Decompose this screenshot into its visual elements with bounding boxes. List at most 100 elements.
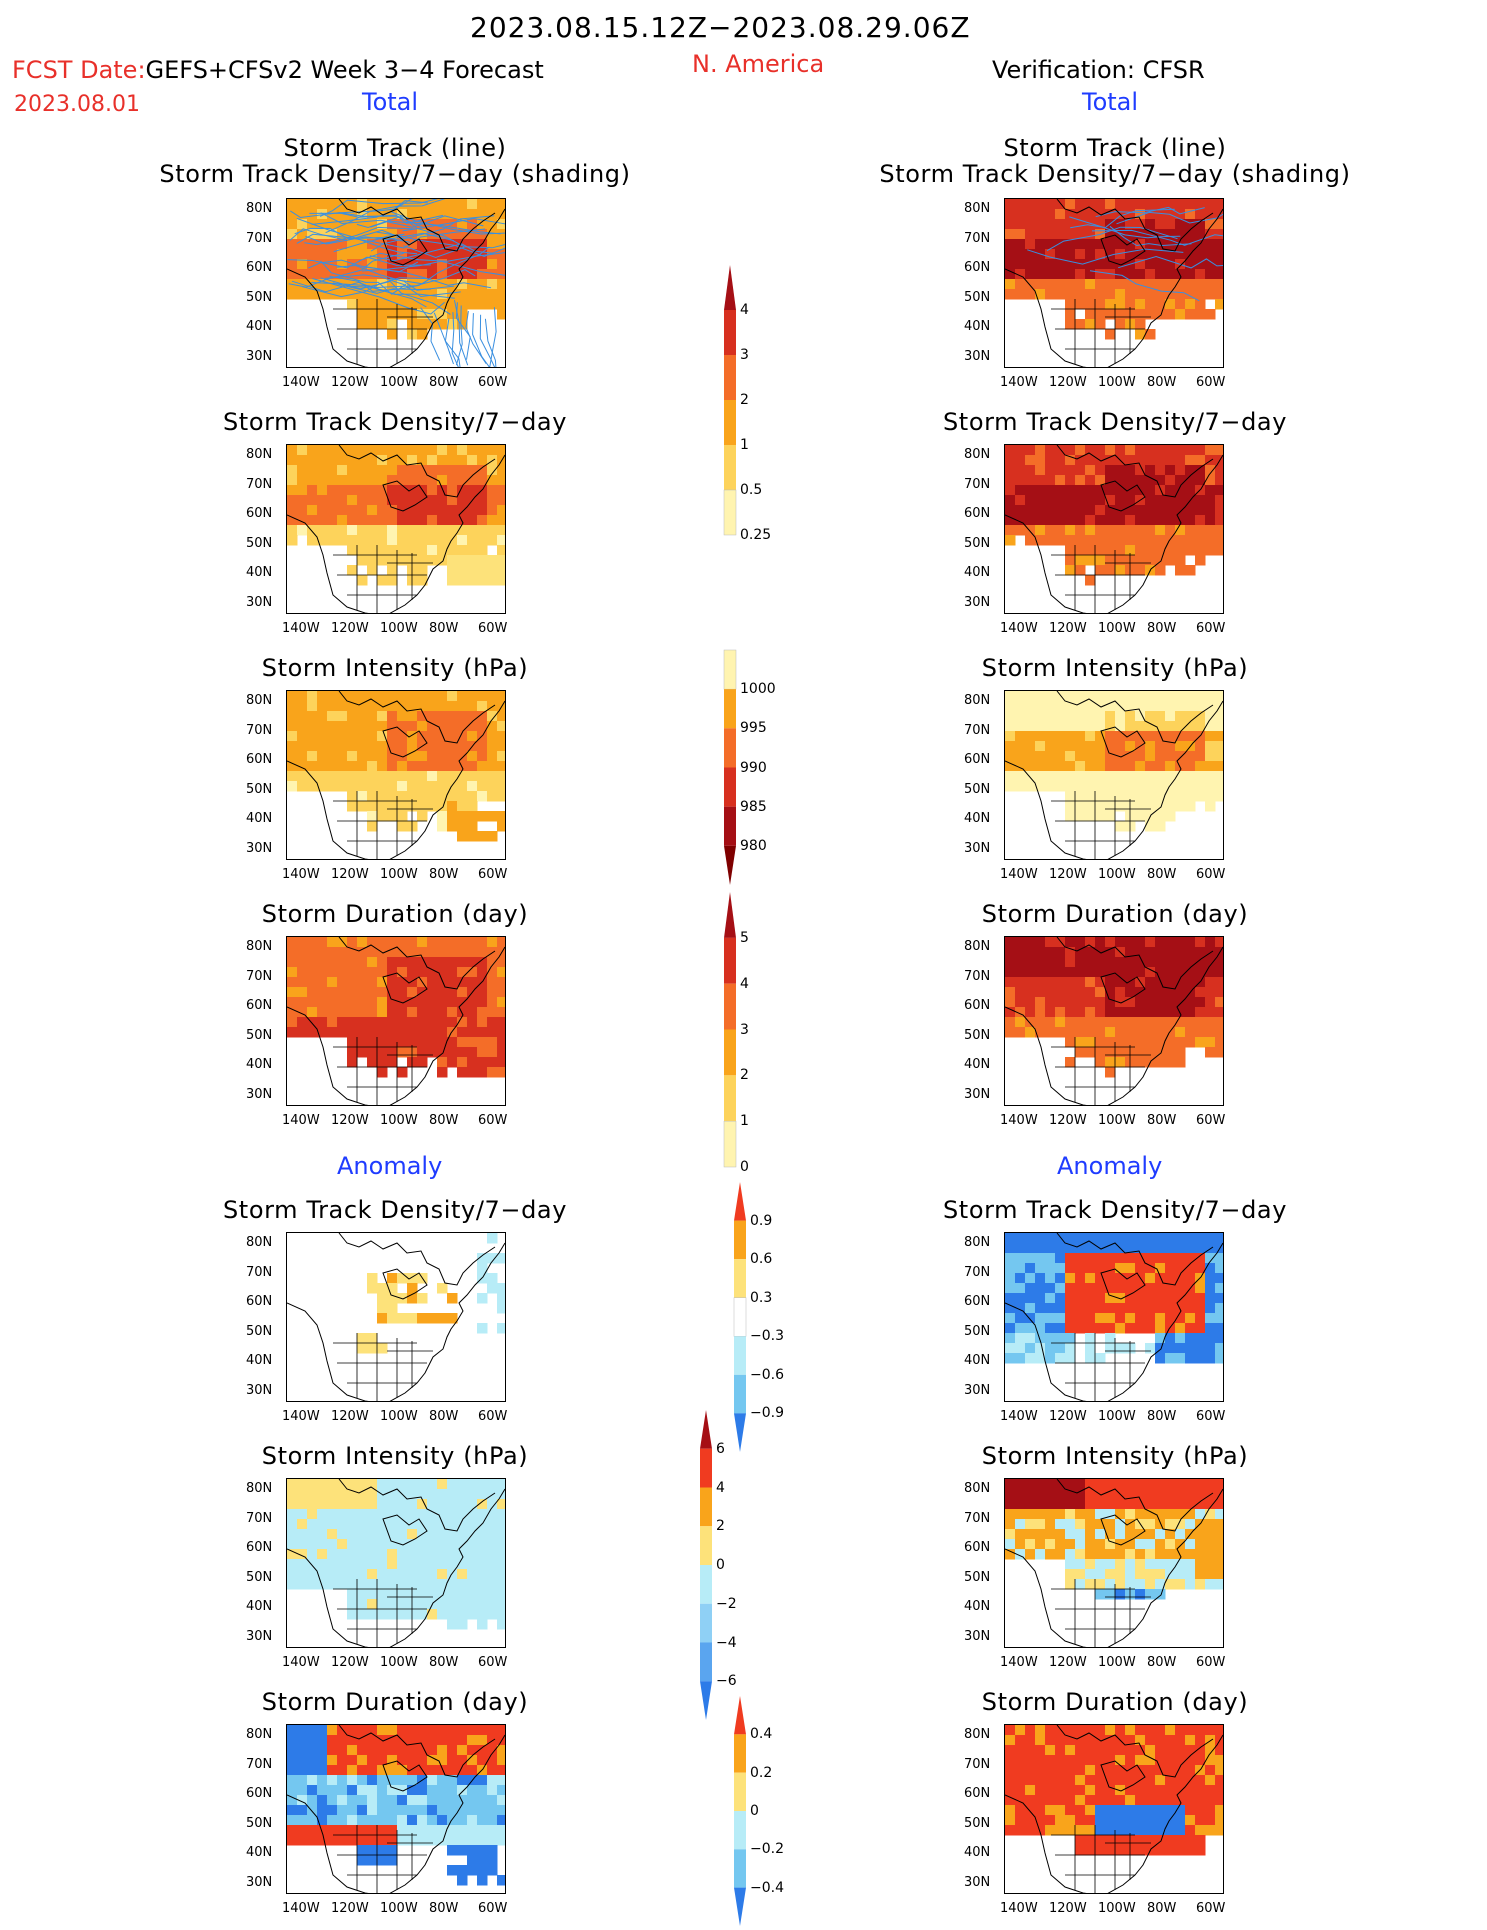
lon-tick: 140W xyxy=(1000,1113,1038,1128)
lon-tick: 80W xyxy=(1147,375,1177,390)
colorbar-label: 0.6 xyxy=(750,1251,773,1268)
lat-tick: 80N xyxy=(964,201,991,216)
lon-tick: 120W xyxy=(1049,375,1087,390)
colorbar-swatch xyxy=(700,1565,712,1604)
lat-tick: 60N xyxy=(964,1786,991,1801)
lat-tick: 50N xyxy=(246,289,273,305)
colorbar-label: 990 xyxy=(740,759,767,776)
lat-tick: 40N xyxy=(964,1057,991,1072)
lat-tick: 80N xyxy=(246,201,273,216)
colorbar-swatch xyxy=(724,937,736,984)
map-density-forecast xyxy=(286,444,506,614)
lat-tick: 80N xyxy=(246,1481,273,1496)
lon-tick: 60W xyxy=(478,621,508,636)
lat-tick: 40N xyxy=(246,1845,273,1860)
colorbar-swatch xyxy=(724,892,736,938)
colorbar-swatch xyxy=(734,1772,746,1811)
lon-tick: 120W xyxy=(1049,1409,1087,1424)
colorbar-label: 1000 xyxy=(740,681,776,698)
verification-label: Verification: CFSR xyxy=(992,56,1205,84)
lon-tick: 140W xyxy=(1000,375,1038,390)
lat-tick: 30N xyxy=(246,1382,273,1398)
colorbar-swatch xyxy=(724,1075,736,1122)
colorbar-swatch xyxy=(734,1182,746,1221)
lon-tick: 140W xyxy=(1000,621,1038,636)
lat-tick: 50N xyxy=(964,1027,991,1043)
title-duration-left: Storm Duration (day) xyxy=(261,900,529,928)
lon-tick: 60W xyxy=(1196,621,1226,636)
lon-tick: 100W xyxy=(1098,1655,1136,1670)
lat-tick: 70N xyxy=(246,1510,273,1526)
colorbar-label: 0.2 xyxy=(750,1764,773,1781)
title-track-line-left: Storm Track (line) xyxy=(283,134,507,162)
lon-tick: 140W xyxy=(282,375,320,390)
colorbar-swatches xyxy=(723,892,737,1168)
colorbar-swatch xyxy=(734,1849,746,1888)
colorbar-label: 0.25 xyxy=(740,527,772,543)
lon-tick: 60W xyxy=(1196,1409,1226,1424)
total-label-left: Total xyxy=(362,88,419,116)
map-density-verification xyxy=(1004,444,1224,614)
colorbar-swatch xyxy=(724,400,736,445)
colorbar-swatch xyxy=(734,1413,746,1452)
lon-tick: 60W xyxy=(1196,1113,1226,1128)
title-duration-anom-left: Storm Duration (day) xyxy=(261,1688,529,1716)
lat-tick: 30N xyxy=(246,594,273,610)
lon-tick: 100W xyxy=(1098,375,1136,390)
lat-tick: 60N xyxy=(246,260,273,275)
lat-tick: 70N xyxy=(246,1264,273,1280)
lon-tick: 60W xyxy=(478,1409,508,1424)
lat-tick: 40N xyxy=(964,1599,991,1614)
colorbar-swatch xyxy=(724,445,736,490)
lat-tick: 40N xyxy=(964,1353,991,1368)
colorbar-label: 4 xyxy=(740,975,749,992)
total-label-right: Total xyxy=(1082,88,1139,116)
lat-tick: 60N xyxy=(964,998,991,1013)
lat-tick: 40N xyxy=(964,565,991,580)
colorbar-label: 0.3 xyxy=(750,1289,773,1306)
lon-tick: 80W xyxy=(429,375,459,390)
lat-tick: 70N xyxy=(964,722,991,738)
lon-tick: 60W xyxy=(478,1113,508,1128)
map-track-line-forecast xyxy=(286,198,506,368)
colorbar-swatch xyxy=(700,1526,712,1565)
lon-tick: 140W xyxy=(1000,1901,1038,1916)
lon-tick: 100W xyxy=(380,867,418,882)
lon-tick: 120W xyxy=(1049,621,1087,636)
title-density-anom-left: Storm Track Density/7−day xyxy=(222,1196,568,1224)
lat-tick: 40N xyxy=(246,1057,273,1072)
lon-tick: 80W xyxy=(1147,1113,1177,1128)
lat-tick: 70N xyxy=(964,1264,991,1280)
colorbar-swatch xyxy=(700,1487,712,1527)
anomaly-label-left: Anomaly xyxy=(337,1152,443,1180)
lon-tick: 80W xyxy=(1147,1655,1177,1670)
lat-tick: 30N xyxy=(964,1382,991,1398)
lat-tick: 60N xyxy=(246,1786,273,1801)
title-intensity-right: Storm Intensity (hPa) xyxy=(981,654,1249,682)
colorbar-intensity-total: 1000 995 990 985 980 xyxy=(723,649,776,889)
lat-tick: 40N xyxy=(246,1599,273,1614)
lon-tick: 120W xyxy=(1049,1655,1087,1670)
lat-tick: 50N xyxy=(246,781,273,797)
map-intensity-anomaly-verification xyxy=(1004,1478,1224,1648)
lat-tick: 50N xyxy=(964,289,991,305)
forecast-header: FCST Date:GEFS+CFSv2 Week 3−4 Forecast xyxy=(12,58,544,82)
title-track-line-right: Storm Track (line) xyxy=(1003,134,1227,162)
lon-tick: 140W xyxy=(282,1409,320,1424)
lat-tick: 70N xyxy=(246,1756,273,1772)
map-density-anomaly-forecast xyxy=(286,1232,506,1402)
colorbar-label: 4 xyxy=(716,1479,725,1496)
lat-tick: 50N xyxy=(246,1569,273,1585)
colorbar-swatch xyxy=(724,265,736,310)
colorbar-swatch xyxy=(700,1681,712,1720)
colorbar-label: 2 xyxy=(740,392,749,408)
title-track-density-shading-right: Storm Track Density/7−day (shading) xyxy=(879,160,1351,188)
lon-tick: 120W xyxy=(331,1655,369,1670)
lat-tick: 70N xyxy=(246,722,273,738)
colorbar-swatch xyxy=(734,1734,746,1773)
lon-tick: 140W xyxy=(1000,1655,1038,1670)
map-duration-anomaly-forecast xyxy=(286,1724,506,1894)
colorbar-label: 1 xyxy=(740,437,749,453)
colorbar-label: 0.9 xyxy=(750,1212,773,1229)
lon-tick: 140W xyxy=(282,1655,320,1670)
